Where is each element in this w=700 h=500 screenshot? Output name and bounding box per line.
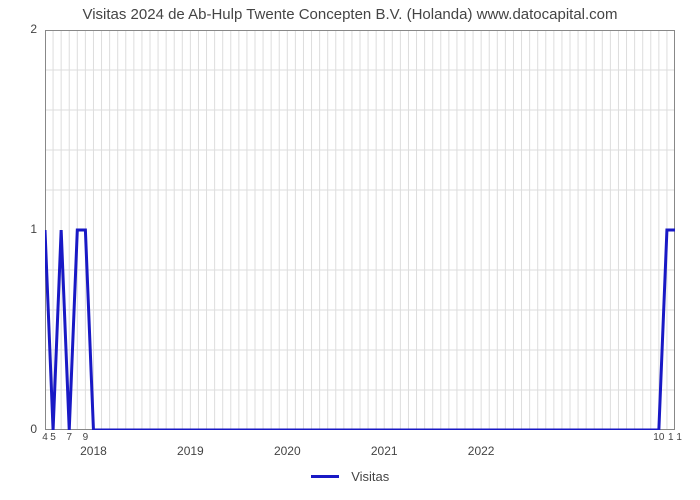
x-minor-tick: 9 <box>83 432 89 443</box>
y-tick: 2 <box>0 22 37 36</box>
plot-svg <box>45 30 675 430</box>
x-minor-tick: 10 <box>653 432 664 443</box>
chart-title: Visitas 2024 de Ab-Hulp Twente Concepten… <box>0 6 700 23</box>
x-minor-tick: 5 <box>50 432 56 443</box>
plot-area <box>45 30 675 430</box>
visits-chart: Visitas 2024 de Ab-Hulp Twente Concepten… <box>0 0 700 500</box>
x-year-tick: 2019 <box>177 444 204 458</box>
x-year-tick: 2022 <box>468 444 495 458</box>
x-year-tick: 2018 <box>80 444 107 458</box>
y-tick: 1 <box>0 222 37 236</box>
x-year-tick: 2020 <box>274 444 301 458</box>
legend-swatch <box>311 475 339 478</box>
y-tick: 0 <box>0 422 37 436</box>
x-minor-tick: 1 1 <box>668 432 682 443</box>
x-minor-tick: 4 <box>42 432 48 443</box>
legend: Visitas <box>0 468 700 486</box>
x-minor-tick: 7 <box>66 432 72 443</box>
x-year-tick: 2021 <box>371 444 398 458</box>
legend-label: Visitas <box>351 469 389 484</box>
